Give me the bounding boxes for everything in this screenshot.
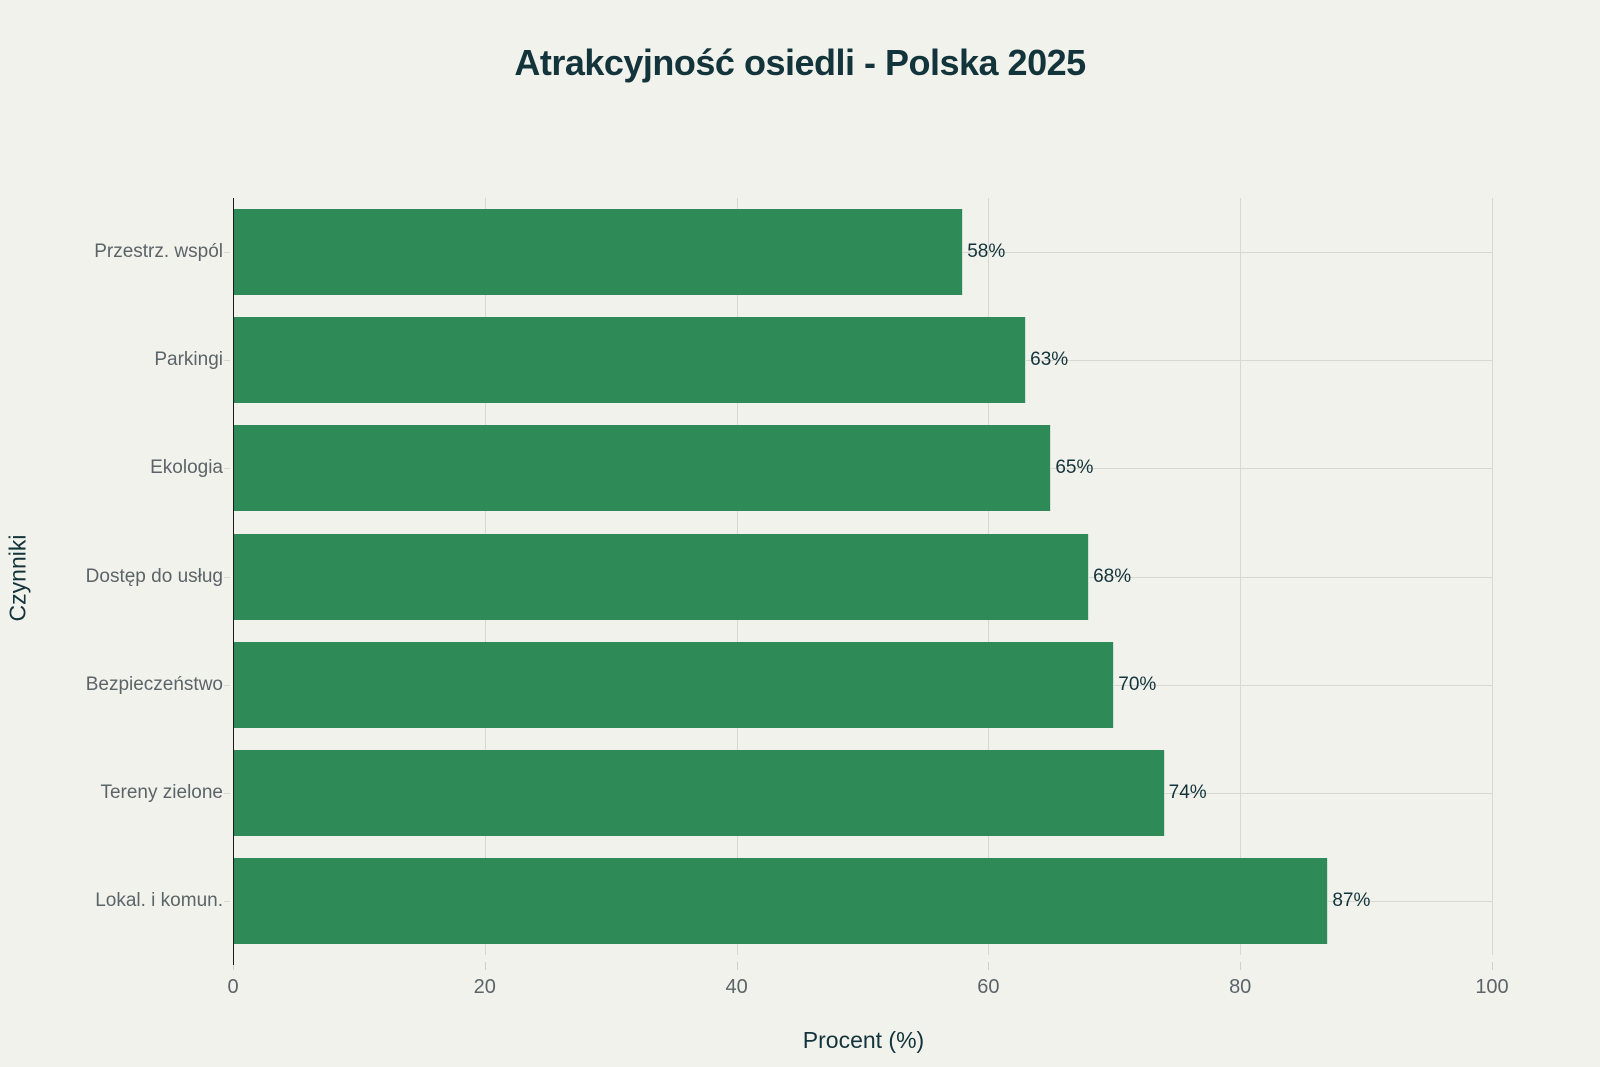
- bar-value-label: 63%: [1030, 349, 1069, 371]
- bar[interactable]: [233, 317, 1027, 404]
- x-tick-label: 80: [1229, 976, 1252, 998]
- y-tick-mark: [224, 900, 230, 902]
- bar[interactable]: [233, 533, 1090, 620]
- x-tick-mark: [1240, 962, 1242, 970]
- bar-value-label: 58%: [967, 241, 1006, 263]
- y-tick-mark: [224, 684, 230, 686]
- y-tick-label: Dostęp do usług: [85, 565, 223, 587]
- x-tick-label: 60: [977, 976, 1000, 998]
- bar[interactable]: [233, 857, 1329, 944]
- y-axis-line: [233, 198, 234, 965]
- y-tick-label: Parkingi: [154, 349, 223, 371]
- x-tick-label: 0: [227, 976, 239, 998]
- x-axis-label: Procent (%): [802, 1027, 925, 1053]
- bar[interactable]: [233, 749, 1165, 836]
- x-tick-label: 20: [473, 976, 496, 998]
- bar-value-label: 70%: [1118, 673, 1157, 695]
- plot-area: 58% 63% 65% 68% 70% 74% 87%: [233, 198, 1493, 965]
- y-tick-label: Tereny zielone: [100, 781, 223, 803]
- bar-value-label: 68%: [1093, 565, 1132, 587]
- x-tick-label: 40: [725, 976, 748, 998]
- chart-title: Atrakcyjność osiedli - Polska 2025: [514, 42, 1086, 83]
- x-tick-label: 100: [1475, 976, 1509, 998]
- bar-value-label: 74%: [1168, 781, 1207, 803]
- y-tick-label: Przestrz. wspól: [94, 241, 223, 263]
- y-tick-label: Lokal. i komun.: [95, 889, 223, 911]
- y-tick-mark: [224, 792, 230, 794]
- y-tick-mark: [224, 468, 230, 470]
- bar[interactable]: [233, 209, 964, 296]
- y-tick-mark: [224, 576, 230, 578]
- x-tick-mark: [736, 962, 738, 970]
- bar[interactable]: [233, 425, 1052, 512]
- x-tick-mark: [988, 962, 990, 970]
- y-axis-label: Czynniki: [4, 534, 31, 622]
- bar-value-label: 87%: [1332, 889, 1371, 911]
- bar[interactable]: [233, 641, 1115, 728]
- y-tick-mark: [224, 360, 230, 362]
- vertical-gridline: [1492, 198, 1493, 955]
- x-tick-mark: [484, 962, 486, 970]
- y-tick-label: Bezpieczeństwo: [85, 673, 223, 695]
- x-tick-mark: [233, 962, 234, 970]
- bar-value-label: 65%: [1055, 457, 1094, 479]
- y-tick-mark: [224, 252, 230, 254]
- x-tick-mark: [1492, 962, 1493, 970]
- y-tick-label: Ekologia: [150, 457, 223, 479]
